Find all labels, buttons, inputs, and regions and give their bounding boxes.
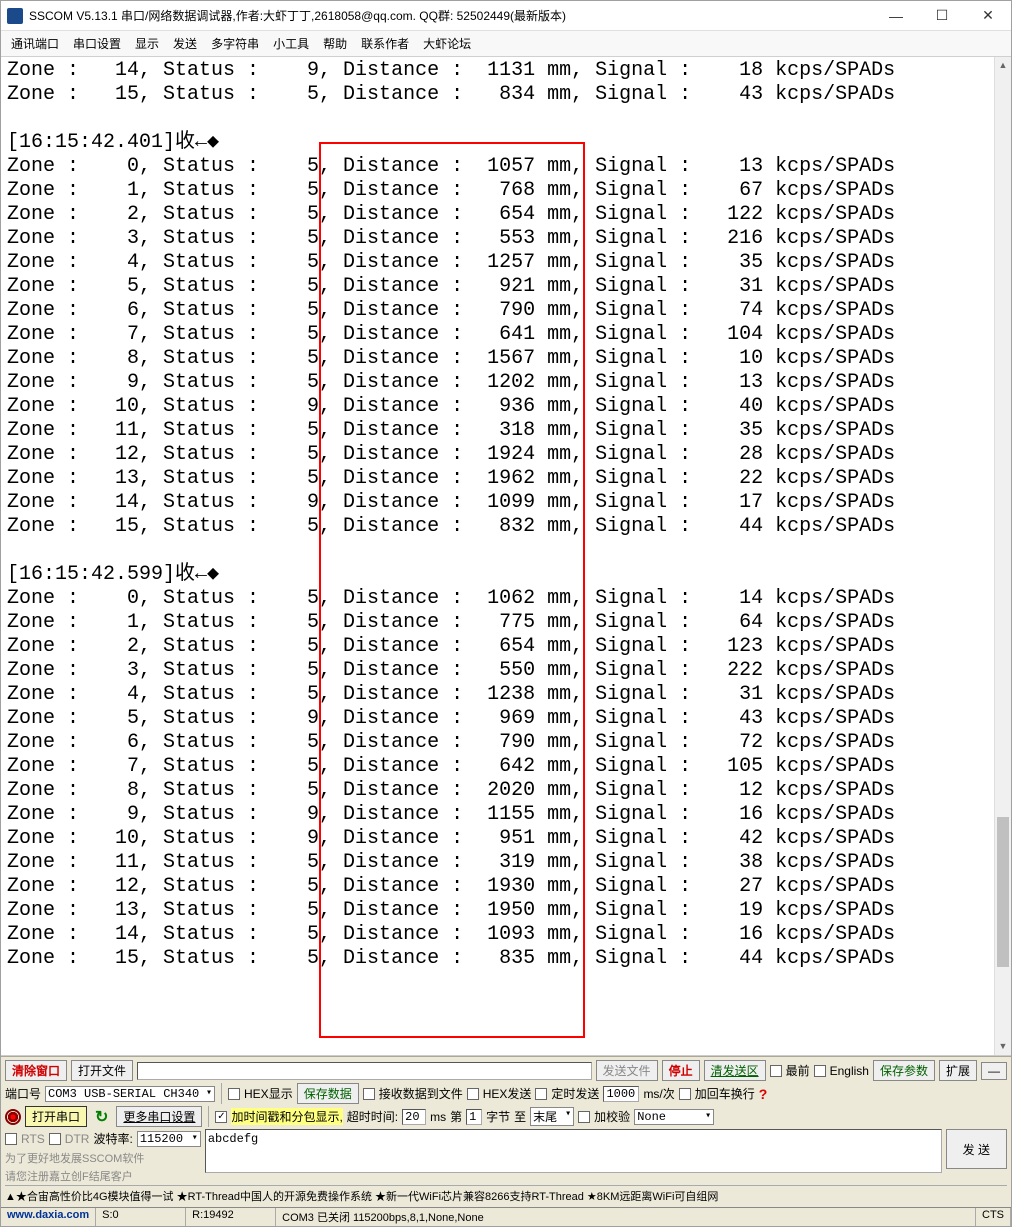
timed-send-checkbox[interactable]	[535, 1088, 547, 1100]
menu-contact[interactable]: 联系作者	[361, 35, 409, 52]
status-sent: S:0	[96, 1208, 186, 1226]
interval-input[interactable]: 1000	[603, 1086, 639, 1102]
checksum-checkbox[interactable]	[578, 1111, 590, 1123]
send-button[interactable]: 发 送	[946, 1129, 1007, 1169]
menu-port[interactable]: 通讯端口	[11, 35, 59, 52]
crlf-label: 加回车换行	[695, 1085, 755, 1102]
clear-send-button[interactable]: 清发送区	[704, 1060, 766, 1081]
topmost-label: 最前	[786, 1062, 810, 1079]
hex-display-label: HEX显示	[244, 1085, 293, 1102]
hex-send-checkbox[interactable]	[467, 1088, 479, 1100]
app-icon	[7, 8, 23, 24]
footer-ads: ▲★合宙高性价比4G模块值得一试 ★RT-Thread中国人的开源免费操作系统 …	[5, 1188, 718, 1204]
menu-send[interactable]: 发送	[173, 35, 197, 52]
minimize-button[interactable]: —	[873, 1, 919, 31]
timeout-input[interactable]: 20	[402, 1109, 426, 1125]
recv-to-file-checkbox[interactable]	[363, 1088, 375, 1100]
file-path-input[interactable]	[137, 1062, 592, 1080]
timeout-label: 超时时间:	[347, 1108, 398, 1125]
topmost-checkbox[interactable]	[770, 1065, 782, 1077]
menu-tools[interactable]: 小工具	[273, 35, 309, 52]
menu-help[interactable]: 帮助	[323, 35, 347, 52]
scroll-up-icon[interactable]: ▲	[995, 57, 1011, 74]
send-textarea[interactable]: abcdefg	[205, 1129, 942, 1173]
baud-label: 波特率:	[93, 1130, 132, 1147]
hex-display-checkbox[interactable]	[228, 1088, 240, 1100]
menu-forum[interactable]: 大虾论坛	[423, 35, 471, 52]
maximize-button[interactable]: ☐	[919, 1, 965, 31]
titlebar: SSCOM V5.13.1 串口/网络数据调试器,作者:大虾丁丁,2618058…	[1, 1, 1011, 31]
expand-button[interactable]: 扩展	[939, 1060, 977, 1081]
rts-checkbox[interactable]	[5, 1133, 17, 1145]
timestamp-label: 加时间戳和分包显示,	[231, 1108, 342, 1125]
to-label: 至	[514, 1108, 526, 1125]
save-data-button[interactable]: 保存数据	[297, 1083, 359, 1104]
port-status-icon	[5, 1109, 21, 1125]
crlf-checkbox[interactable]	[679, 1088, 691, 1100]
open-file-button[interactable]: 打开文件	[71, 1060, 133, 1081]
help-icon[interactable]: ?	[759, 1086, 768, 1102]
clear-window-button[interactable]: 清除窗口	[5, 1060, 67, 1081]
terminal-output[interactable]: Zone : 14, Status : 9, Distance : 1131 m…	[1, 57, 993, 1055]
rts-label: RTS	[21, 1132, 45, 1146]
promo-line1: 为了更好地发展SSCOM软件	[5, 1150, 201, 1166]
menu-serial-settings[interactable]: 串口设置	[73, 35, 121, 52]
status-url[interactable]: www.daxia.com	[1, 1208, 96, 1226]
send-file-button[interactable]: 发送文件	[596, 1060, 658, 1081]
refresh-icon[interactable]: ↻	[91, 1107, 112, 1127]
port-label: 端口号	[5, 1085, 41, 1102]
stop-button[interactable]: 停止	[662, 1060, 700, 1081]
status-recv: R:19492	[186, 1208, 276, 1226]
ms-label: ms	[430, 1110, 446, 1124]
save-params-button[interactable]: 保存参数	[873, 1060, 935, 1081]
n-input[interactable]: 1	[466, 1109, 482, 1125]
scroll-thumb[interactable]	[997, 817, 1009, 967]
checksum-label: 加校验	[594, 1108, 630, 1125]
status-cts: CTS	[976, 1208, 1011, 1226]
checksum-select[interactable]: None	[634, 1109, 714, 1125]
bytes-label: 字节	[486, 1108, 510, 1125]
interval-unit: ms/次	[643, 1085, 674, 1102]
menu-display[interactable]: 显示	[135, 35, 159, 52]
promo-line2: 请您注册嘉立创F结尾客户	[5, 1168, 201, 1184]
more-settings-button[interactable]: 更多串口设置	[116, 1106, 202, 1127]
open-port-button[interactable]: 打开串口	[25, 1106, 87, 1127]
english-label: English	[830, 1064, 869, 1078]
scrollbar[interactable]: ▲ ▼	[994, 57, 1011, 1055]
menu-multistring[interactable]: 多字符串	[211, 35, 259, 52]
n-label: 第	[450, 1108, 462, 1125]
hex-send-label: HEX发送	[483, 1085, 532, 1102]
dtr-checkbox[interactable]	[49, 1133, 61, 1145]
baud-select[interactable]: 115200	[137, 1131, 201, 1147]
close-button[interactable]: ✕	[965, 1, 1011, 31]
timestamp-checkbox[interactable]	[215, 1111, 227, 1123]
menubar: 通讯端口 串口设置 显示 发送 多字符串 小工具 帮助 联系作者 大虾论坛	[1, 31, 1011, 57]
statusbar: www.daxia.com S:0 R:19492 COM3 已关闭 11520…	[1, 1207, 1011, 1226]
dash-button[interactable]: —	[981, 1062, 1007, 1080]
tail-select[interactable]: 末尾	[530, 1107, 574, 1126]
status-port: COM3 已关闭 115200bps,8,1,None,None	[276, 1208, 976, 1226]
scroll-down-icon[interactable]: ▼	[995, 1038, 1011, 1055]
timed-send-label: 定时发送	[551, 1085, 599, 1102]
port-select[interactable]: COM3 USB-SERIAL CH340	[45, 1086, 215, 1102]
english-checkbox[interactable]	[814, 1065, 826, 1077]
window-title: SSCOM V5.13.1 串口/网络数据调试器,作者:大虾丁丁,2618058…	[29, 7, 873, 24]
recv-to-file-label: 接收数据到文件	[379, 1085, 463, 1102]
dtr-label: DTR	[65, 1132, 90, 1146]
